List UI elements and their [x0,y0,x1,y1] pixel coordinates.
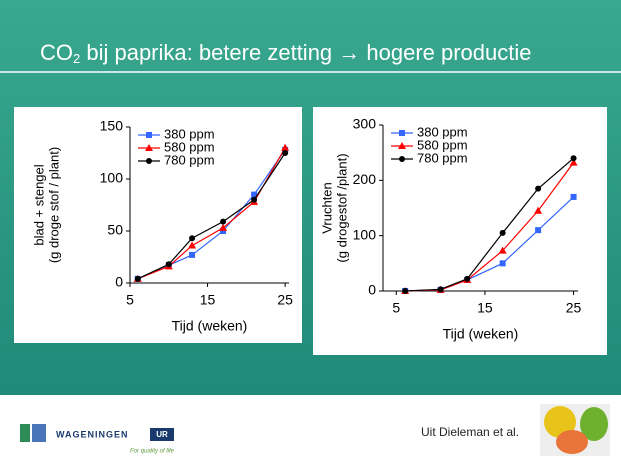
y-axis-label: (g drogestof /plant) [334,153,349,262]
marker [282,150,289,156]
marker [499,229,506,236]
logo-text: WAGENINGEN [56,429,129,439]
footer [0,395,621,461]
marker [165,261,172,268]
logo-ur-box [150,428,174,441]
logo-ur: UR [156,430,168,439]
chart-panel [313,107,607,355]
marker [570,193,577,200]
marker [535,185,542,192]
marker [189,251,196,258]
y-tick-label: 200 [353,171,377,187]
y-tick-label: 100 [100,170,124,186]
marker [464,275,471,282]
x-tick-label: 25 [277,292,293,308]
legend-label: 780 ppm [164,152,215,167]
marker [146,132,152,138]
y-tick-label: 50 [107,222,123,238]
marker [189,235,196,242]
marker [570,155,577,162]
pepper-photo [540,404,610,456]
legend-label: 580 ppm [164,139,215,154]
slide-title: CO2 bij paprika: betere zetting → hogere… [40,40,532,67]
marker [145,144,153,151]
x-axis-label: Tijd (weken) [172,318,248,334]
y-tick-label: 150 [100,118,124,134]
series-line [405,157,574,292]
marker [188,241,197,249]
source: Uit Dieleman et al. [421,425,519,439]
chart-panel [14,107,302,343]
marker [398,142,406,149]
marker [399,130,405,136]
marker [220,218,227,225]
legend-label: 780 ppm [417,150,468,165]
y-tick-label: 0 [115,274,123,290]
x-tick-label: 5 [126,292,134,308]
logo-mark [32,424,46,442]
marker [399,156,405,162]
legend-label: 580 ppm [417,137,468,152]
y-axis-label: blad + stengel [31,164,46,245]
y-tick-label: 100 [353,226,377,242]
y-axis-label: Vruchten [319,182,334,234]
y-tick-label: 0 [368,282,376,298]
logo-mark [20,424,30,442]
x-tick-label: 25 [566,300,582,316]
marker [134,275,141,282]
x-axis-label: Tijd (weken) [443,326,519,342]
legend-label: 380 ppm [164,126,215,141]
marker [534,206,543,214]
legend-label: 380 ppm [417,124,468,139]
marker [437,286,444,293]
y-tick-label: 300 [353,116,377,132]
tagline: For quality of life [130,449,175,455]
marker [281,143,290,151]
y-axis-label: (g droge stof / plant) [46,147,61,263]
series-line [137,152,286,280]
x-tick-label: 15 [477,300,493,316]
series-line [137,149,286,280]
marker [402,288,409,294]
marker [251,191,258,198]
marker [146,158,152,164]
x-tick-label: 5 [392,300,400,316]
marker [219,223,228,231]
marker [220,228,227,234]
marker [569,158,578,166]
x-tick-label: 15 [200,292,216,308]
marker [535,227,542,234]
marker [499,260,506,267]
marker [498,246,507,254]
marker [251,196,258,203]
